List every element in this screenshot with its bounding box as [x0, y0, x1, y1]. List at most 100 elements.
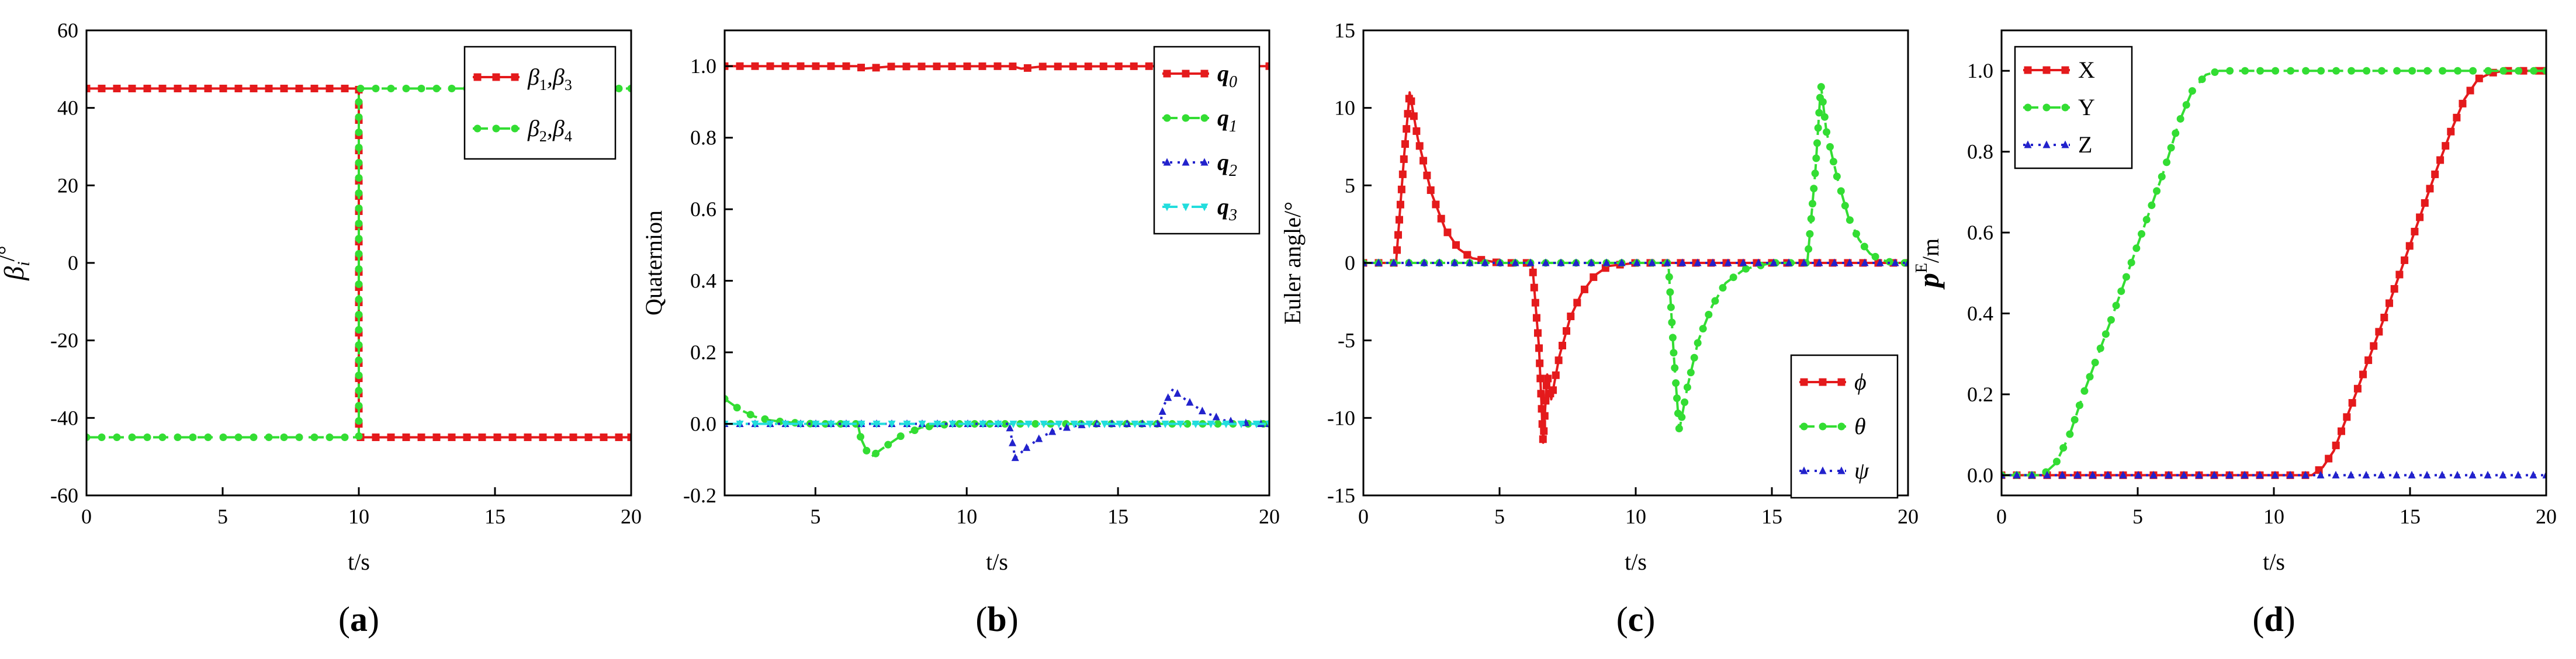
legend-marker-ψ [1800, 466, 1808, 474]
y-tick-label: -20 [50, 329, 78, 352]
series-marker-ψ [1618, 258, 1626, 266]
series-marker-β1,β3 [387, 433, 395, 441]
series-marker-X [2466, 86, 2474, 95]
series-marker-Y [2302, 67, 2310, 75]
series-marker-q0 [872, 64, 880, 72]
series-marker-Y [2158, 172, 2166, 181]
series-marker-Z [2286, 470, 2294, 478]
series-marker-Y [2378, 67, 2386, 75]
series-marker-Y [2499, 67, 2508, 75]
series-marker-Y [2117, 287, 2125, 295]
series-marker-q0 [993, 62, 1002, 70]
series-marker-ψ [1557, 258, 1565, 266]
series-marker-β2,β4 [128, 433, 136, 441]
series-marker-Z [2241, 470, 2249, 478]
series-marker-q0 [1069, 63, 1077, 71]
series-marker-ϕ [1573, 299, 1581, 307]
series-marker-β1,β3 [280, 85, 288, 92]
series-marker-β1,β3 [295, 85, 303, 92]
series-marker-β2,β4 [158, 433, 167, 441]
y-tick-label: -15 [1327, 484, 1355, 507]
series-marker-ψ [1770, 258, 1778, 266]
series-marker-q3 [797, 421, 805, 429]
y-tick-label: -40 [50, 406, 78, 429]
series-marker-θ [1813, 139, 1821, 147]
series-marker-ϕ [1401, 140, 1409, 148]
legend-marker-q2 [1200, 158, 1209, 166]
series-marker-q1 [733, 404, 741, 412]
series-marker-Z [2529, 470, 2537, 478]
series-marker-X [2401, 256, 2409, 264]
series-marker-X [2375, 328, 2383, 336]
y-tick-label: -0.2 [683, 484, 716, 507]
series-marker-β1,β3 [493, 433, 501, 441]
legend-marker-ϕ [1837, 378, 1846, 386]
series-marker-Y [2198, 75, 2206, 84]
legend-marker-q2 [1163, 158, 1171, 166]
series-marker-θ [1819, 98, 1827, 106]
series-marker-β2,β4 [355, 311, 363, 318]
series-marker-ψ [1800, 258, 1808, 266]
series-marker-β2,β4 [355, 341, 363, 349]
series-marker-β1,β3 [250, 85, 258, 92]
series-marker-ψ [1420, 258, 1428, 266]
series-marker-q0 [933, 63, 941, 71]
series-marker-q3 [964, 421, 972, 429]
y-tick-label: 20 [57, 174, 78, 197]
series-marker-β1,β3 [234, 85, 243, 92]
legend-marker-q1 [1200, 114, 1209, 122]
y-tick-label: 0 [68, 251, 78, 275]
series-marker-ϕ [1580, 285, 1588, 293]
y-tick-label: 10 [1334, 96, 1355, 120]
series-marker-ϕ [1532, 314, 1540, 322]
series-marker-β2,β4 [355, 372, 363, 379]
series-marker-Z [2438, 470, 2446, 478]
series-marker-β2,β4 [355, 296, 363, 303]
series-marker-q1 [896, 432, 905, 441]
series-marker-q1 [725, 395, 729, 403]
series-marker-Y [2272, 67, 2280, 75]
series-marker-β2,β4 [355, 220, 363, 227]
series-marker-q3 [1161, 421, 1169, 429]
series-marker-q1 [746, 411, 754, 419]
series-marker-q0 [1023, 64, 1031, 72]
x-axis-label: t/s [2263, 549, 2285, 575]
series-marker-β2,β4 [355, 129, 363, 136]
series-marker-q1 [872, 449, 880, 457]
series-marker-ϕ [1423, 171, 1431, 179]
series-marker-β1,β3 [402, 433, 410, 441]
y-tick-label: 0 [1345, 251, 1355, 275]
series-marker-q3 [1192, 421, 1200, 429]
y-tick-label: 0.2 [690, 341, 716, 364]
series-marker-β1,β3 [432, 433, 441, 441]
series-marker-Y [2530, 67, 2538, 75]
legend-marker-q2 [1182, 158, 1190, 166]
series-marker-ψ [1587, 258, 1595, 266]
series-marker-ψ [1435, 258, 1443, 266]
series-marker-q0 [1099, 63, 1107, 71]
series-marker-Y [2080, 387, 2089, 395]
series-marker-q1 [1001, 420, 1009, 428]
series-marker-ϕ [1531, 299, 1539, 307]
x-tick-label: 15 [2400, 505, 2421, 528]
series-marker-β2,β4 [113, 433, 121, 441]
y-tick-label: 0.6 [690, 197, 716, 221]
series-marker-β1,β3 [554, 433, 562, 441]
series-marker-q3 [1116, 421, 1124, 429]
x-tick-label: 20 [1898, 505, 1919, 528]
series-marker-θ [1711, 297, 1719, 305]
series-marker-θ [1670, 349, 1678, 357]
series-marker-β2,β4 [98, 433, 106, 441]
y-tick-label: 1.0 [1967, 59, 1993, 82]
series-marker-Z [2301, 470, 2310, 478]
series-marker-X [2416, 213, 2424, 221]
series-marker-ϕ [1529, 268, 1537, 276]
series-marker-β2,β4 [402, 85, 410, 92]
series-marker-ψ [1694, 258, 1702, 266]
y-tick-label: 1.0 [690, 54, 716, 78]
legend-box [463, 46, 617, 160]
series-marker-Y [2127, 258, 2135, 266]
series-marker-X [2338, 427, 2346, 435]
x-axis-label: t/s [986, 549, 1008, 575]
y-axis-label: pE/m [1912, 238, 1945, 290]
